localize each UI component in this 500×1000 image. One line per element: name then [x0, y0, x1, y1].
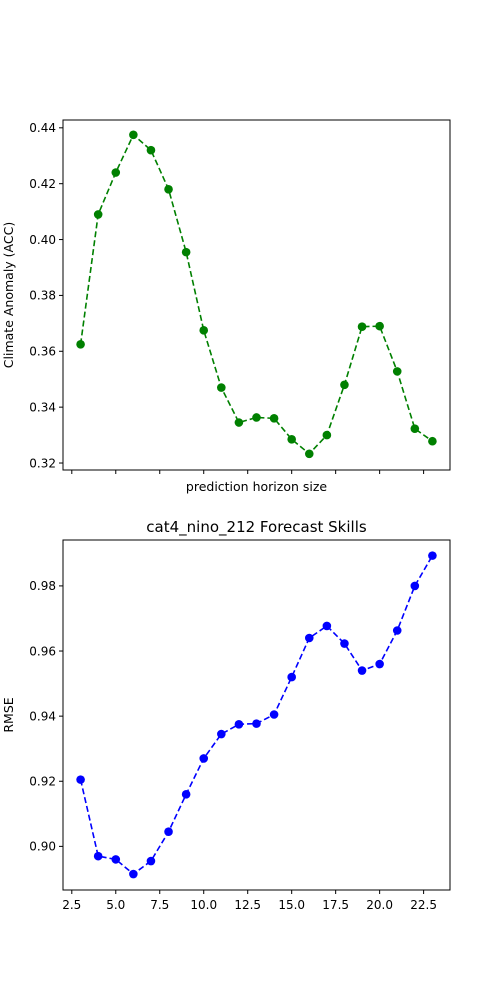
rmse-data-point: [340, 639, 349, 648]
acc-data-point: [357, 322, 367, 332]
acc-data-point: [181, 247, 191, 257]
rmse-x-ticks: 2.5 5.0 7.5 10.0 12.5 15.0 17.5 20.0 22.5: [62, 890, 437, 912]
acc-y-tick-label: 0.34: [29, 400, 56, 414]
acc-y-tick-label: 0.42: [29, 177, 56, 191]
acc-data-point: [199, 326, 209, 335]
acc-data-point: [269, 414, 279, 423]
rmse-x-tick-label: 22.5: [410, 898, 437, 912]
acc-data-point: [340, 380, 349, 390]
acc-data-point: [392, 367, 402, 376]
rmse-y-tick-label: 0.96: [29, 644, 56, 658]
acc-data-point: [217, 383, 226, 392]
rmse-data-point: [392, 626, 402, 635]
rmse-data-point: [199, 754, 209, 763]
rmse-data-point: [129, 869, 138, 879]
acc-data-point: [93, 210, 103, 219]
rmse-data-point: [146, 856, 156, 866]
acc-series-line: [79, 133, 433, 455]
rmse-data-point: [111, 855, 121, 864]
rmse-x-tick-label: 17.5: [322, 898, 349, 912]
rmse-subplot: cat4_nino_212 Forecast Skills 0.900.920.…: [1, 518, 451, 912]
rmse-series: [76, 551, 437, 879]
rmse-data-point: [287, 672, 296, 682]
rmse-data-point: [304, 633, 314, 643]
acc-data-point: [76, 340, 85, 349]
acc-data-point: [146, 145, 156, 155]
acc-y-tick-label: 0.44: [29, 121, 56, 135]
rmse-y-tick-label: 0.98: [29, 579, 56, 593]
acc-data-point: [410, 424, 420, 433]
rmse-plot-frame: [62, 539, 451, 891]
acc-data-point: [252, 413, 261, 422]
acc-data-point: [322, 430, 332, 440]
rmse-y-tick-label: 0.94: [29, 709, 56, 723]
acc-y-tick-label: 0.40: [29, 233, 56, 247]
rmse-chart-title: cat4_nino_212 Forecast Skills: [146, 518, 367, 537]
rmse-y-ticks: 0.90 0.92 0.94 0.96 0.98: [29, 579, 63, 854]
rmse-x-tick-label: 10.0: [190, 898, 217, 912]
acc-data-point: [129, 130, 138, 140]
acc-data-point: [428, 436, 437, 446]
acc-y-tick-label: 0.38: [29, 289, 56, 303]
acc-y-tick-label: 0.36: [29, 345, 56, 359]
rmse-data-point: [410, 581, 420, 591]
rmse-x-tick-label: 7.5: [150, 898, 169, 912]
acc-data-point: [287, 434, 296, 444]
acc-series: [76, 130, 437, 459]
rmse-x-tick-label: 2.5: [62, 898, 81, 912]
acc-subplot: 0.32 0.34 0.36 0.38 0.40 0.42 0.44 prediction …: [1, 119, 451, 494]
rmse-data-point: [234, 719, 244, 729]
acc-y-tick-label: 0.32: [29, 456, 56, 470]
rmse-data-point: [181, 789, 191, 799]
acc-y-axis-label: Climate Anomaly (ACC): [1, 222, 16, 368]
rmse-y-tick-label: 0.92: [29, 775, 56, 789]
rmse-data-point: [357, 666, 367, 675]
rmse-data-point: [164, 827, 173, 837]
rmse-y-tick-label: 0.90: [29, 840, 56, 854]
rmse-data-point: [428, 551, 437, 560]
rmse-x-tick-label: 20.0: [366, 898, 393, 912]
acc-data-point: [111, 168, 121, 177]
rmse-x-tick-label: 12.5: [234, 898, 261, 912]
rmse-data-point: [252, 719, 261, 728]
rmse-data-point: [76, 775, 85, 784]
acc-data-point: [164, 184, 173, 194]
rmse-data-point: [269, 710, 279, 719]
rmse-data-point: [217, 729, 226, 739]
rmse-x-tick-label: 5.0: [106, 898, 125, 912]
rmse-y-axis-label: RMSE: [1, 697, 16, 732]
rmse-data-point: [375, 659, 384, 669]
acc-y-ticks: 0.32 0.34 0.36 0.38 0.40 0.42 0.44: [29, 121, 63, 470]
acc-data-point: [375, 321, 384, 331]
rmse-data-point: [93, 851, 103, 861]
acc-data-point: [234, 418, 244, 427]
rmse-x-tick-label: 15.0: [278, 898, 305, 912]
acc-x-ticks: [71, 470, 425, 474]
acc-x-axis-label: prediction horizon size: [186, 479, 328, 494]
rmse-data-point: [322, 621, 332, 631]
acc-data-point: [304, 449, 314, 459]
